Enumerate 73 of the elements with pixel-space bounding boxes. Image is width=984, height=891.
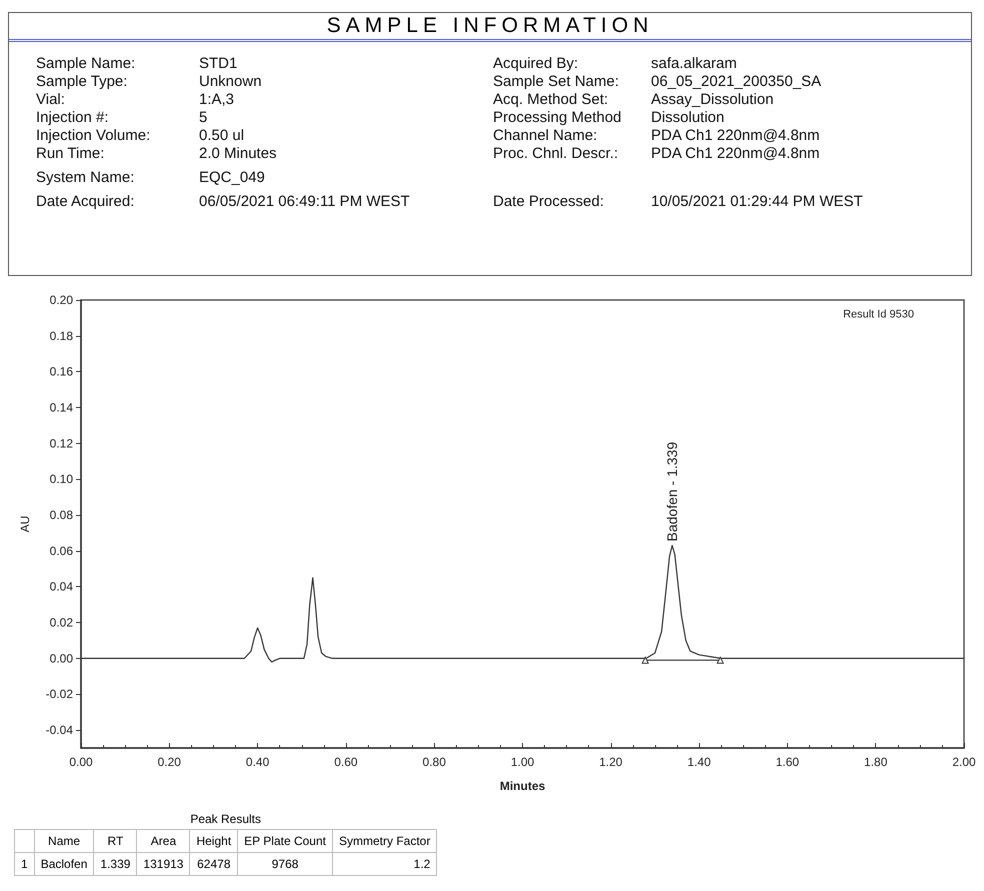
text: 1 — [14, 852, 34, 876]
x-tick-label: 1.00 — [510, 755, 534, 769]
y-axis-title: AU — [18, 516, 32, 532]
y-tick-label: -0.02 — [46, 687, 74, 702]
text: safa.alkaram — [651, 55, 737, 72]
text: Acquired By: — [493, 55, 578, 72]
text: 5 — [199, 109, 208, 126]
text: EQC_049 — [199, 169, 265, 186]
text: Date Processed: — [493, 193, 604, 210]
x-tick-label: 0.40 — [246, 755, 270, 769]
text: 2.0 Minutes — [199, 145, 277, 162]
text: 9768 — [238, 852, 332, 876]
text: 10/05/2021 01:29:44 PM WEST — [651, 193, 863, 210]
text: 06/05/2021 06:49:11 PM WEST — [199, 193, 410, 210]
text: Dissolution — [651, 109, 724, 126]
text: 1.2 — [332, 852, 437, 876]
y-tick-label: 0.16 — [50, 364, 74, 379]
text: Vial: — [36, 91, 65, 108]
y-tick-label: 0.00 — [50, 651, 74, 666]
y-tick-label: 0.20 — [50, 293, 74, 307]
text: 1:A,3 — [199, 91, 234, 108]
y-tick-label: 0.14 — [50, 400, 74, 415]
y-tick-label: 0.06 — [50, 544, 74, 558]
x-tick-label: 1.20 — [599, 755, 623, 769]
text: Processing Method — [493, 109, 622, 126]
text: Baclofen — [34, 852, 94, 876]
text: 131913 — [136, 852, 190, 876]
text: EP Plate Count — [238, 830, 332, 852]
text: Proc. Chnl. Descr.: — [493, 145, 618, 162]
y-tick-label: 0.12 — [50, 436, 74, 450]
text: Acq. Method Set: — [493, 91, 608, 108]
text: Sample Type: — [36, 73, 128, 90]
text: STD1 — [199, 55, 238, 72]
text: Symmetry Factor — [332, 830, 437, 852]
y-tick-label: -0.04 — [46, 723, 74, 738]
y-tick-label: 0.02 — [50, 616, 74, 630]
text: PDA Ch1 220nm@4.8nm — [651, 145, 820, 162]
y-tick-label: 0.04 — [50, 580, 74, 594]
y-tick-label: 0.10 — [50, 472, 74, 486]
text: Assay_Dissolution — [651, 91, 774, 108]
text: 0.50 ul — [199, 127, 244, 144]
x-tick-label: 2.00 — [952, 755, 976, 769]
x-tick-label: 1.60 — [776, 755, 800, 769]
annotation: Result Id 9530 — [843, 308, 914, 320]
text: System Name: — [36, 169, 134, 186]
text: Unknown — [199, 73, 262, 90]
text: Peak Results — [189, 812, 262, 826]
x-tick-label: 1.40 — [687, 755, 712, 769]
y-tick-label: 0.18 — [50, 328, 74, 343]
x-axis-title: Minutes — [500, 779, 546, 793]
text: Channel Name: — [493, 127, 598, 144]
text: Date Acquired: — [36, 193, 134, 210]
text: Injection #: — [36, 109, 109, 126]
text: 62478 — [190, 852, 238, 876]
x-tick-label: 0.00 — [69, 755, 93, 769]
x-tick-label: 0.20 — [158, 755, 182, 769]
y-tick-label: 0.08 — [50, 508, 74, 522]
x-tick-label: 0.60 — [334, 755, 358, 769]
text: 1.339 — [94, 852, 137, 876]
text: 06_05_2021_200350_SA — [651, 73, 822, 90]
text: Name — [34, 830, 94, 852]
text: Injection Volume: — [36, 127, 150, 144]
text: SAMPLE INFORMATION — [9, 13, 971, 42]
text: Area — [136, 830, 190, 852]
text: Sample Name: — [36, 55, 136, 72]
text: Height — [190, 830, 238, 852]
text: Run Time: — [36, 145, 104, 162]
text: PDA Ch1 220nm@4.8nm — [651, 127, 820, 144]
x-tick-label: 0.80 — [422, 755, 446, 769]
text: RT — [94, 830, 137, 852]
annotation: Badofen - 1.339 — [664, 442, 680, 542]
text: Sample Set Name: — [493, 73, 619, 90]
x-tick-label: 1.80 — [864, 755, 888, 769]
